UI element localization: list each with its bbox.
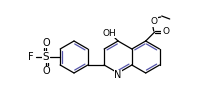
Text: OH: OH [102,29,116,38]
Text: O: O [150,17,157,26]
Text: F: F [28,52,34,62]
Text: S: S [43,52,50,62]
Text: N: N [114,70,122,80]
Text: O: O [42,66,50,77]
Text: O: O [162,27,169,36]
Text: O: O [42,38,50,47]
